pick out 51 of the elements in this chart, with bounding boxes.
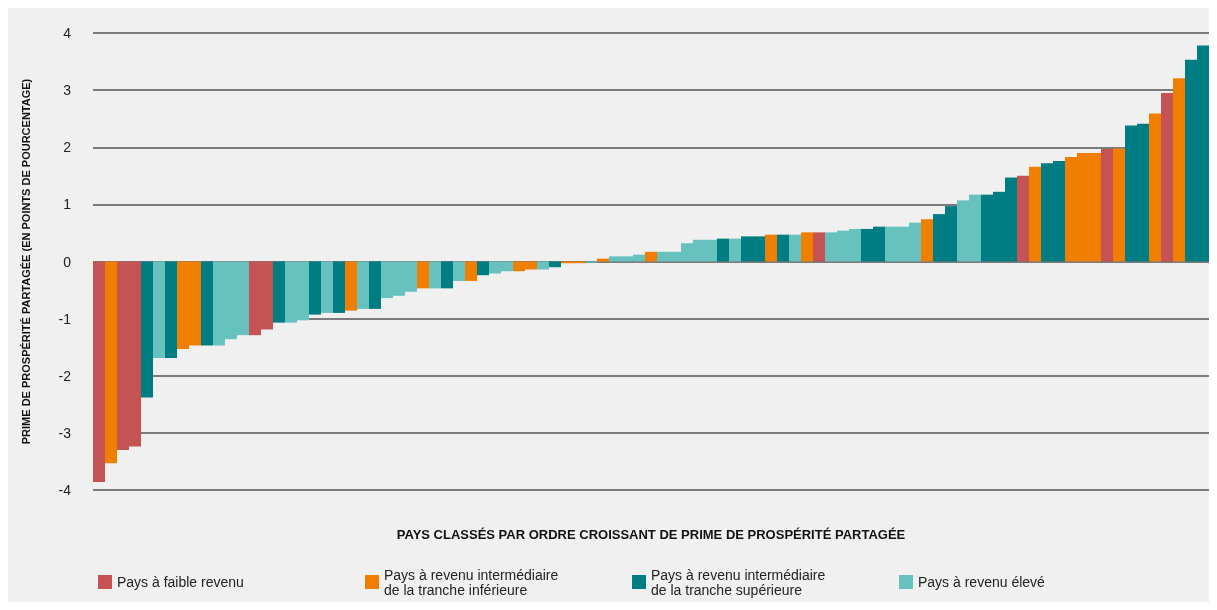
bar: [309, 261, 321, 315]
bar: [789, 234, 801, 262]
legend-label: Pays à revenu intermédiaire de la tranche supérieure: [651, 566, 830, 598]
bar: [1029, 166, 1041, 262]
bar: [429, 261, 441, 289]
bar: [717, 238, 729, 262]
bar: [93, 261, 105, 482]
legend-label: Pays à revenu intermédiaire de la tranche inférieure: [384, 566, 563, 598]
legend-label: Pays à faible revenu: [117, 574, 244, 590]
bar: [645, 251, 657, 262]
y-tick-label: 0: [63, 253, 72, 270]
bar: [417, 261, 429, 289]
bar: [597, 258, 609, 262]
bar: [201, 261, 213, 346]
y-axis-title: PRIME DE PROSPÉRITÉ PARTAGÉE (EN POINTS DE POURCENTAGE): [19, 78, 32, 445]
bar: [345, 261, 357, 311]
bar: [729, 238, 741, 262]
bar: [165, 261, 177, 359]
bar: [1173, 78, 1185, 262]
bar: [441, 261, 453, 289]
x-axis-title: PAYS CLASSÉS PAR ORDRE CROISSANT DE PRIME DE PROSPÉRITÉ PARTAGÉE: [396, 527, 906, 542]
bar: [921, 219, 933, 262]
bar: [105, 261, 117, 464]
bar: [321, 261, 333, 313]
bar: [1017, 175, 1029, 262]
bar: [369, 261, 381, 309]
y-tick-label: 3: [63, 82, 72, 99]
bar: [1101, 148, 1113, 262]
bar: [765, 234, 777, 262]
bar: [1149, 113, 1161, 262]
bar: [153, 261, 165, 359]
bar: [141, 261, 153, 398]
y-tick-label: -4: [58, 482, 72, 498]
y-tick-label: 4: [63, 25, 72, 41]
y-tick-label: 2: [63, 139, 72, 156]
bar: [273, 261, 285, 323]
bar: [1113, 148, 1125, 262]
bar: [813, 232, 825, 262]
y-tick-label: 1: [63, 196, 72, 213]
bar: [777, 234, 789, 262]
bar: [465, 261, 477, 281]
y-tick-label: -2: [58, 367, 72, 384]
bar: [477, 261, 489, 276]
legend-label: Pays à revenu élevé: [918, 574, 1046, 590]
bar: [357, 261, 369, 309]
y-tick-label: -1: [58, 310, 72, 327]
bar: [1161, 92, 1173, 262]
bar: [801, 232, 813, 262]
bar: [333, 261, 345, 313]
y-tick-label: -3: [58, 424, 72, 441]
bar: [453, 261, 465, 281]
